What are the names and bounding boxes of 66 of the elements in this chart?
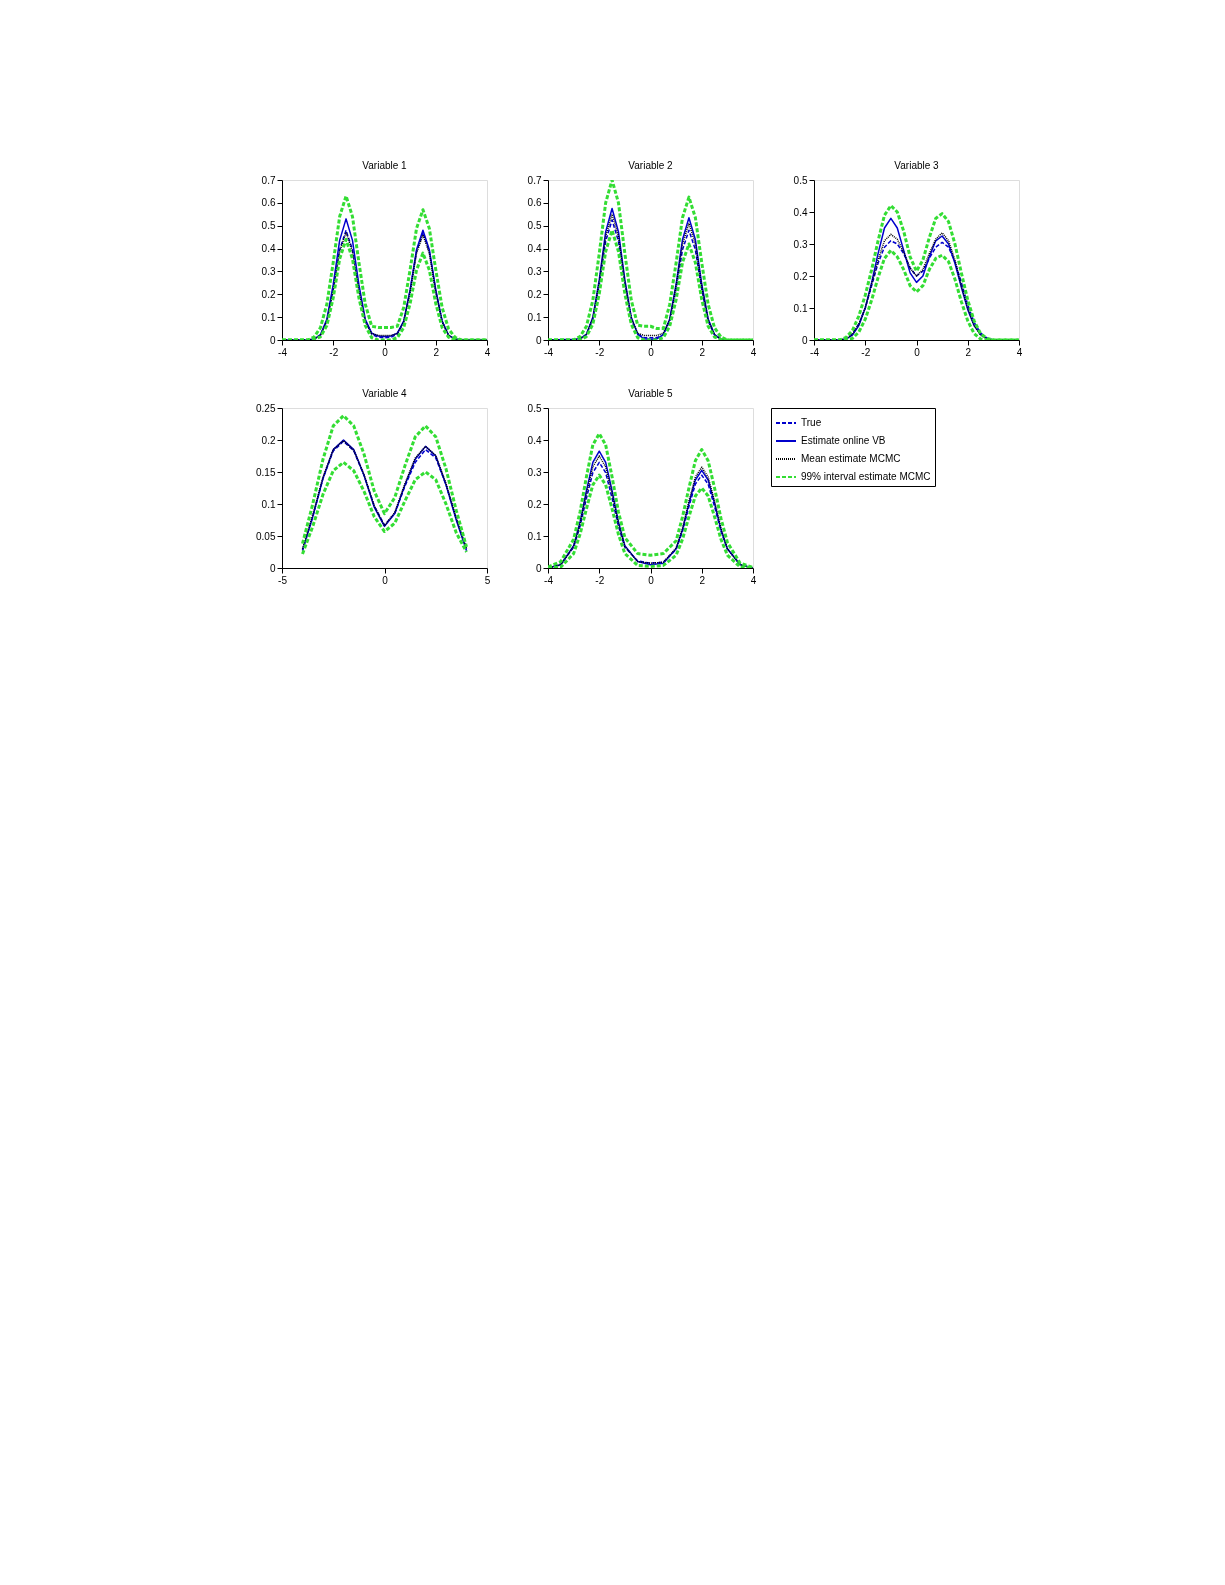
x-tick-label: 2 (699, 346, 706, 358)
y-tick-label: 0 (269, 562, 276, 574)
legend-label: True (801, 417, 822, 428)
y-tick-label: 0.3 (261, 265, 276, 277)
y-tick-label: 0 (535, 562, 542, 574)
y-tick-label: 0.7 (261, 174, 276, 186)
y-tick-label: 0.2 (527, 498, 542, 510)
x-tick-label: 5 (484, 574, 491, 586)
y-tick-label: 0.5 (527, 220, 542, 232)
y-tick-label: 0.15 (256, 466, 276, 478)
y-tick-label: 0.2 (527, 288, 542, 300)
chart-title: Variable 5 (628, 388, 674, 399)
y-tick-label: 0.2 (261, 434, 276, 446)
x-tick-label: 0 (648, 346, 655, 358)
y-tick-label: 0.1 (527, 311, 542, 323)
legend-label: Mean estimate MCMC (801, 453, 901, 464)
x-tick-label: 4 (484, 346, 491, 358)
x-tick-label: -4 (544, 346, 554, 358)
chart-title: Variable 1 (362, 160, 408, 171)
chart-title: Variable 3 (894, 160, 940, 171)
y-tick-label: 0.3 (793, 238, 808, 250)
x-tick-label: -2 (329, 346, 339, 358)
y-tick-label: 0.5 (793, 174, 808, 186)
legend-label: 99% interval estimate MCMC (801, 471, 931, 482)
x-tick-label: -4 (278, 346, 288, 358)
y-tick-label: 0.4 (527, 434, 542, 446)
y-tick-label: 0.3 (527, 466, 542, 478)
y-tick-label: 0.05 (256, 530, 276, 542)
y-tick-label: 0.5 (527, 402, 542, 414)
x-tick-label: -2 (861, 346, 871, 358)
y-tick-label: 0.25 (256, 402, 276, 414)
y-tick-label: 0.4 (261, 243, 276, 255)
y-tick-label: 0.2 (261, 288, 276, 300)
x-tick-label: 0 (648, 574, 655, 586)
y-tick-label: 0.6 (261, 197, 276, 209)
y-tick-label: 0.1 (261, 498, 276, 510)
x-tick-label: -4 (810, 346, 820, 358)
x-tick-label: 4 (1016, 346, 1023, 358)
y-tick-label: 0.1 (527, 530, 542, 542)
x-tick-label: 2 (699, 574, 706, 586)
y-tick-label: 0 (269, 334, 276, 346)
x-tick-label: 0 (382, 574, 389, 586)
x-tick-label: -2 (595, 574, 605, 586)
x-tick-label: 4 (750, 346, 757, 358)
x-tick-label: 4 (750, 574, 757, 586)
legend-label: Estimate online VB (801, 435, 886, 446)
y-tick-label: 0.4 (527, 243, 542, 255)
chart-title: Variable 2 (628, 160, 674, 171)
y-tick-label: 0.6 (527, 197, 542, 209)
y-tick-label: 0.7 (527, 174, 542, 186)
y-tick-label: 0.3 (527, 265, 542, 277)
y-tick-label: 0.1 (261, 311, 276, 323)
x-tick-label: -5 (278, 574, 288, 586)
y-tick-label: 0.5 (261, 220, 276, 232)
y-tick-label: 0.4 (793, 206, 808, 218)
y-tick-label: 0.2 (793, 270, 808, 282)
x-tick-label: 2 (433, 346, 440, 358)
y-tick-label: 0 (535, 334, 542, 346)
y-tick-label: 0.1 (793, 302, 808, 314)
x-tick-label: 0 (914, 346, 921, 358)
x-tick-label: 2 (965, 346, 972, 358)
x-tick-label: 0 (382, 346, 389, 358)
y-tick-label: 0 (801, 334, 808, 346)
chart-title: Variable 4 (362, 388, 408, 399)
x-tick-label: -4 (544, 574, 554, 586)
x-tick-label: -2 (595, 346, 605, 358)
